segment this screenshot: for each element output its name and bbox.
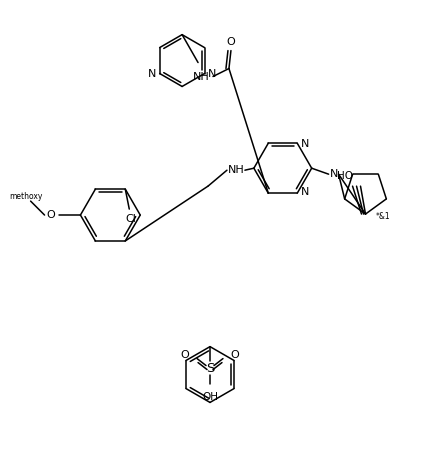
Text: OH: OH xyxy=(202,392,218,403)
Text: S: S xyxy=(206,362,214,375)
Text: *&1: *&1 xyxy=(376,212,391,220)
Text: N: N xyxy=(301,187,309,197)
Text: O: O xyxy=(46,210,55,220)
Text: N: N xyxy=(329,169,338,179)
Text: O: O xyxy=(230,350,239,359)
Text: N: N xyxy=(147,68,156,78)
Text: methoxy: methoxy xyxy=(9,191,42,201)
Text: HO: HO xyxy=(337,171,353,181)
Text: O: O xyxy=(227,37,235,47)
Text: O: O xyxy=(181,350,190,359)
Text: Cl: Cl xyxy=(126,214,137,224)
Text: N: N xyxy=(208,68,217,78)
Text: NH: NH xyxy=(227,165,244,175)
Text: N: N xyxy=(301,139,309,149)
Text: NH: NH xyxy=(193,72,210,82)
